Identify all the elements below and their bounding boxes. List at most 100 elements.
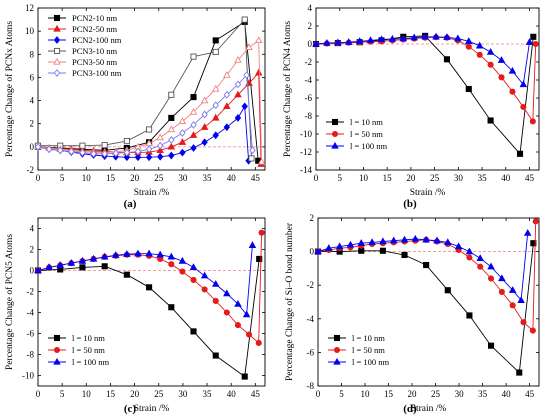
y-tick-label: -6 xyxy=(305,93,313,103)
data-point xyxy=(146,126,153,133)
data-point xyxy=(241,16,248,23)
y-tick-label: -2 xyxy=(27,287,35,297)
data-point xyxy=(68,147,75,156)
data-point xyxy=(465,37,473,44)
x-tick-label: 5 xyxy=(337,173,342,183)
series-line xyxy=(315,35,534,155)
data-point xyxy=(190,328,197,335)
panel-label: (b) xyxy=(403,198,417,210)
y-tick-label: 2 xyxy=(30,245,35,255)
plot-frame xyxy=(37,7,266,171)
legend-marker xyxy=(53,24,61,32)
x-tick-label: 30 xyxy=(454,173,464,183)
x-tick-label: 40 xyxy=(501,173,511,183)
data-point xyxy=(34,266,42,274)
data-point xyxy=(201,110,208,119)
data-point xyxy=(476,254,484,261)
data-point xyxy=(525,38,534,45)
data-point xyxy=(432,32,440,40)
data-point xyxy=(314,247,322,255)
x-tick-label: 20 xyxy=(408,389,418,399)
x-tick-label: 5 xyxy=(60,389,65,399)
data-point xyxy=(241,373,248,380)
data-point xyxy=(366,36,375,44)
data-point xyxy=(444,287,451,294)
data-point xyxy=(520,103,527,111)
data-point xyxy=(168,91,175,98)
data-point xyxy=(532,218,539,225)
data-point xyxy=(477,263,484,270)
data-point xyxy=(243,71,250,80)
data-point xyxy=(179,268,186,275)
x-tick-label: 35 xyxy=(478,173,488,183)
data-point xyxy=(410,33,418,41)
y-tick-label: -8 xyxy=(305,111,313,121)
legend-entry: l = 50 nm xyxy=(72,345,105,355)
y-tick-label: -2 xyxy=(305,57,313,67)
panel-label: (c) xyxy=(124,403,137,415)
legend-entry: PCN2-100 nm xyxy=(72,35,122,45)
data-point xyxy=(201,138,208,147)
data-point xyxy=(168,114,175,121)
data-point xyxy=(201,286,208,293)
x-tick-label: 25 xyxy=(154,173,164,183)
legend-entry: PCN2-10 nm xyxy=(72,13,117,23)
x-axis-label: Strain /% xyxy=(134,404,170,414)
x-tick-label: 20 xyxy=(130,389,140,399)
data-point xyxy=(223,90,231,99)
legend: l = 10 nm l = 50 nm l = 100 nm xyxy=(328,333,390,367)
data-point xyxy=(112,149,119,158)
x-tick-label: 0 xyxy=(316,389,321,399)
data-point xyxy=(178,117,187,125)
series-2 xyxy=(312,34,539,125)
data-point xyxy=(357,239,366,246)
chart-panel-4: 0 5 10 15 20 25 30 35 40 45 -8 -6 -4 -2 0 2 Strain /% Per… xyxy=(284,213,540,415)
data-point xyxy=(189,108,198,115)
data-point xyxy=(486,47,495,55)
data-point xyxy=(211,280,220,287)
y-tick-label: 0 xyxy=(30,266,35,276)
data-point xyxy=(190,144,197,152)
data-point xyxy=(498,274,506,282)
data-point xyxy=(466,254,473,261)
data-point xyxy=(134,249,142,257)
x-tick-label: 25 xyxy=(431,389,441,399)
x-axis-label: Strain /% xyxy=(134,188,170,198)
legend-marker xyxy=(333,334,341,342)
data-point xyxy=(211,84,220,92)
y-tick-label: 10 xyxy=(25,26,35,36)
data-point xyxy=(168,151,175,160)
legend-entry: l = 100 nm xyxy=(72,357,110,367)
data-point xyxy=(123,271,130,278)
data-point xyxy=(179,129,186,137)
x-tick-label: 30 xyxy=(178,389,188,399)
data-point xyxy=(454,34,462,42)
data-point xyxy=(242,310,251,318)
legend-entry: l = 50 nm xyxy=(350,129,383,139)
x-tick-label: 25 xyxy=(430,173,440,183)
x-tick-label: 40 xyxy=(227,389,237,399)
data-point xyxy=(335,242,344,250)
data-point xyxy=(400,235,409,243)
data-point xyxy=(200,271,209,279)
series-6 xyxy=(34,71,256,158)
data-point xyxy=(212,131,219,140)
data-point xyxy=(443,56,451,63)
y-tick-label: -2 xyxy=(307,280,315,290)
data-point xyxy=(323,38,331,46)
data-point xyxy=(520,319,527,326)
series-3 xyxy=(34,102,252,165)
data-point xyxy=(101,263,108,270)
data-point xyxy=(212,352,219,359)
data-point xyxy=(189,263,198,270)
data-point xyxy=(211,113,220,121)
data-point xyxy=(248,155,255,162)
data-point xyxy=(388,34,397,42)
data-point xyxy=(178,138,187,145)
legend-marker xyxy=(333,357,341,365)
data-point xyxy=(312,39,320,47)
data-point xyxy=(519,80,528,88)
data-point xyxy=(254,36,263,44)
series-3 xyxy=(34,241,257,318)
y-tick-label: -4 xyxy=(27,308,35,318)
